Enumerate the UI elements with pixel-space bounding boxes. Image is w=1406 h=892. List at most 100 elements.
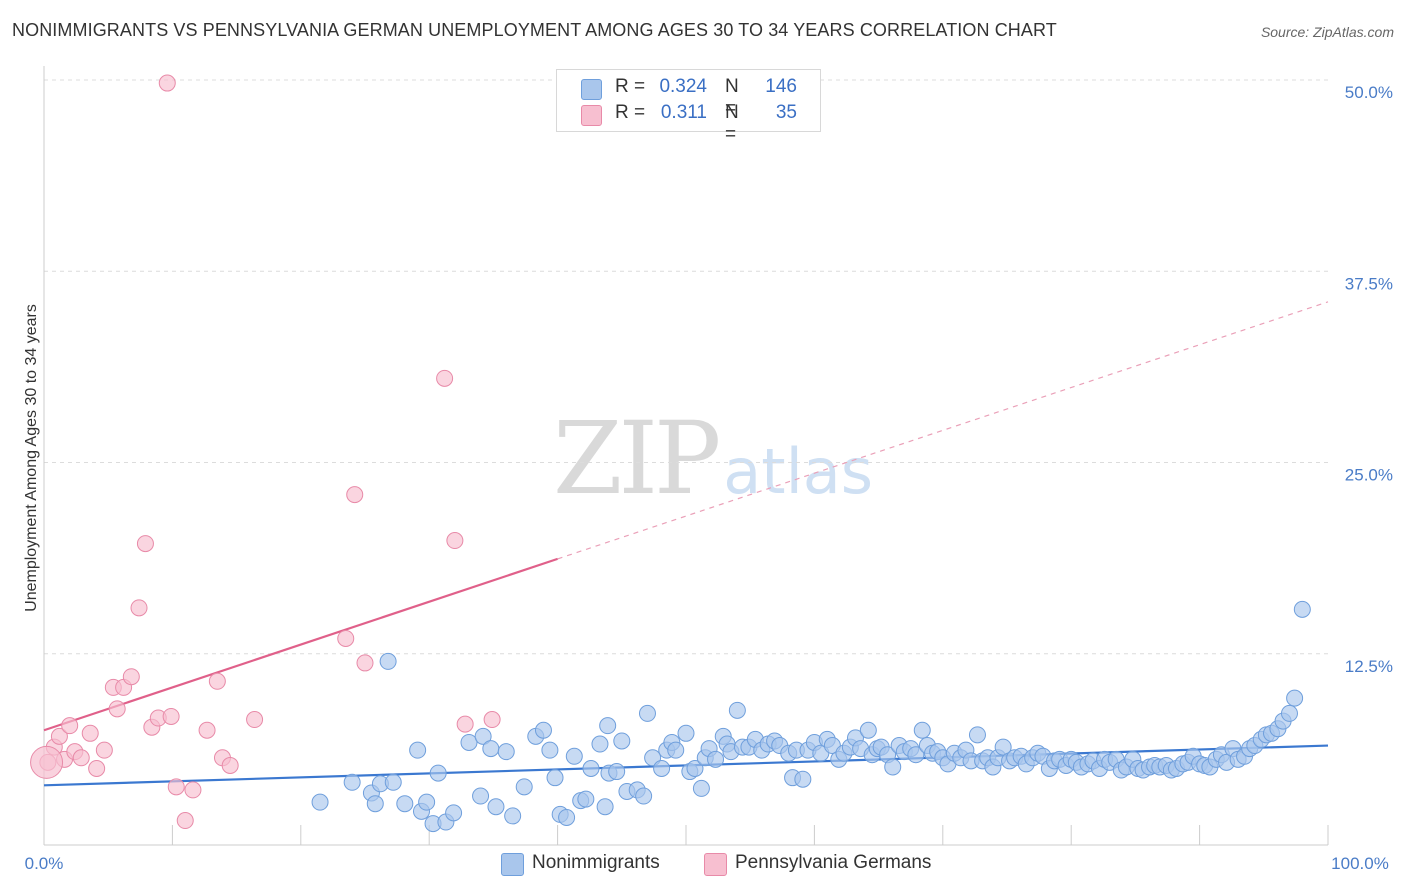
point-nonimmigrants (613, 732, 631, 750)
point-nonimmigrants (429, 764, 447, 782)
legend-r-value: 0.324 (659, 76, 707, 97)
y-tick-label: 12.5% (1345, 657, 1393, 676)
point-nonimmigrants (692, 779, 710, 797)
point-nonimmigrants (515, 778, 533, 796)
point-nonimmigrants (409, 741, 427, 759)
x-tick-label: 100.0% (1331, 854, 1389, 873)
point-nonimmigrants (677, 724, 695, 742)
trend-line (43, 557, 558, 732)
legend-n-value: 146 (765, 76, 797, 97)
point-pennsylvania-germans (221, 756, 239, 774)
point-nonimmigrants (728, 701, 746, 719)
point-nonimmigrants (596, 798, 614, 816)
axes (43, 66, 1329, 846)
point-nonimmigrants (1293, 600, 1311, 618)
point-nonimmigrants (907, 746, 925, 764)
trend-lines (43, 301, 1329, 787)
point-nonimmigrants (1280, 704, 1298, 722)
point-pennsylvania-germans (198, 721, 216, 739)
point-nonimmigrants (343, 773, 361, 791)
legend-r-label: R = (615, 76, 646, 97)
point-pennsylvania-germans (50, 727, 68, 745)
series-legend: Nonimmigrants Pennsylvania Germans (0, 852, 1406, 876)
point-pennsylvania-germans (108, 700, 126, 718)
point-pennsylvania-germans (446, 532, 464, 550)
point-nonimmigrants (591, 735, 609, 753)
point-pennsylvania-germans (184, 781, 202, 799)
axis-labels: 12.5% 25.0% 37.5% 50.0% 0.0% 100.0% Unemployme… (23, 83, 1393, 873)
y-tick-label: 50.0% (1345, 83, 1393, 102)
point-nonimmigrants (653, 760, 671, 777)
point-nonimmigrants (482, 740, 500, 758)
y-tick-label: 25.0% (1345, 466, 1393, 485)
legend-swatch-pennsylvania-germans (704, 853, 727, 876)
point-pennsylvania-germans-large (30, 745, 64, 779)
point-pennsylvania-germans (95, 741, 113, 759)
point-pennsylvania-germans (162, 707, 180, 725)
point-pennsylvania-germans (356, 654, 374, 672)
point-pennsylvania-germans (81, 724, 99, 742)
legend-swatch-nonimmigrants (501, 853, 524, 876)
legend-label-nonimmigrants: Nonimmigrants (532, 852, 660, 873)
point-pennsylvania-germans (136, 535, 154, 553)
point-nonimmigrants (558, 808, 576, 826)
point-nonimmigrants (1286, 689, 1304, 707)
point-nonimmigrants (599, 717, 617, 735)
legend-swatch-blue (581, 79, 602, 100)
point-pennsylvania-germans (88, 760, 106, 777)
point-nonimmigrants (541, 741, 559, 759)
point-nonimmigrants (474, 727, 492, 745)
point-nonimmigrants (546, 769, 564, 787)
point-pennsylvania-germans (158, 74, 176, 92)
watermark-zip: ZIP (553, 400, 721, 517)
point-pennsylvania-germans (130, 599, 148, 617)
trend-line-extension (557, 301, 1329, 560)
point-pennsylvania-germans (436, 369, 454, 387)
legend-n-value: 35 (775, 102, 797, 123)
point-nonimmigrants (487, 798, 505, 816)
legend-r-label: R = (615, 102, 646, 123)
point-pennsylvania-germans (176, 812, 194, 830)
point-nonimmigrants (472, 787, 490, 805)
y-axis-title: Unemployment Among Ages 30 to 34 years (23, 304, 40, 612)
point-pennsylvania-germans (483, 711, 501, 729)
point-nonimmigrants (884, 758, 902, 776)
point-nonimmigrants (608, 763, 626, 781)
x-tick-label: 0.0% (25, 854, 64, 873)
point-nonimmigrants (384, 773, 402, 791)
point-nonimmigrants (366, 795, 384, 813)
gridlines (44, 79, 1328, 655)
legend-r-value: 0.311 (660, 102, 707, 123)
legend-n-label: N = (725, 102, 739, 145)
point-nonimmigrants (311, 793, 329, 811)
point-nonimmigrants (534, 721, 552, 739)
point-nonimmigrants (418, 793, 436, 811)
point-nonimmigrants (859, 721, 877, 739)
point-nonimmigrants (460, 733, 478, 751)
point-nonimmigrants (379, 652, 397, 670)
point-pennsylvania-germans (61, 717, 79, 735)
legend-n-label: N = (725, 76, 739, 119)
data-points (30, 74, 1311, 833)
point-pennsylvania-germans (346, 486, 364, 504)
point-nonimmigrants (994, 738, 1012, 756)
chart-title: NONIMMIGRANTS VS PENNSYLVANIA GERMAN UNE… (12, 20, 1057, 40)
point-pennsylvania-germans (122, 668, 140, 686)
point-nonimmigrants (686, 760, 704, 777)
point-nonimmigrants (638, 704, 656, 722)
point-nonimmigrants (667, 741, 685, 759)
point-pennsylvania-germans (72, 749, 90, 767)
point-nonimmigrants (396, 795, 414, 813)
point-nonimmigrants (913, 721, 931, 739)
point-nonimmigrants (707, 750, 725, 768)
point-nonimmigrants (635, 787, 653, 805)
point-nonimmigrants (497, 743, 515, 761)
legend-swatch-pink (581, 105, 602, 126)
point-nonimmigrants (565, 747, 583, 765)
point-pennsylvania-germans (167, 778, 185, 796)
point-nonimmigrants (582, 760, 600, 777)
point-pennsylvania-germans (208, 672, 226, 690)
point-pennsylvania-germans (456, 715, 474, 733)
source-label: Source: ZipAtlas.com (1260, 24, 1394, 40)
